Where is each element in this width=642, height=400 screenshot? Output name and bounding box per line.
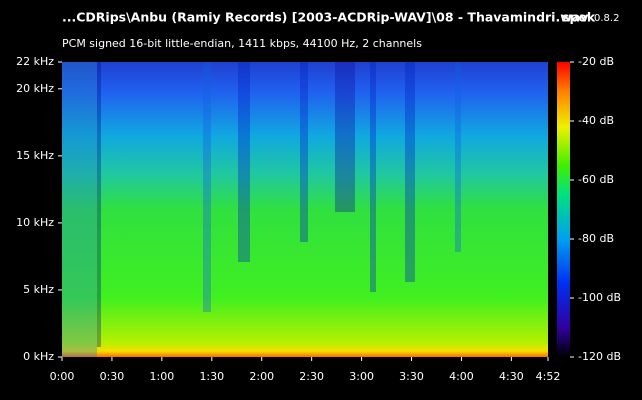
x-tick-label: 2:00 — [249, 370, 274, 383]
x-tick-label: 4:30 — [499, 370, 524, 383]
y-tick-label: 10 kHz — [16, 216, 54, 229]
y-tick-label: 15 kHz — [16, 149, 54, 162]
x-tick-label: 1:00 — [150, 370, 175, 383]
subtitle: PCM signed 16-bit little-endian, 1411 kb… — [62, 37, 422, 50]
x-tick-label: 4:52 — [536, 370, 561, 383]
x-tick-label: 4:00 — [449, 370, 474, 383]
x-tick-label: 3:00 — [349, 370, 374, 383]
x-tick-label: 0:30 — [100, 370, 125, 383]
y-tick-label: 5 kHz — [23, 283, 54, 296]
color-tick-label: -20 dB — [578, 55, 614, 68]
file-title: ...CDRips\Anbu (Ramiy Records) [2003-ACD… — [62, 10, 588, 25]
x-tick-label: 0:00 — [50, 370, 75, 383]
app-name: spek — [562, 10, 596, 25]
color-tick-label: -40 dB — [578, 114, 614, 127]
y-tick-label: 22 kHz — [16, 55, 54, 68]
x-tick-label: 2:30 — [299, 370, 324, 383]
y-tick-label: 20 kHz — [16, 82, 54, 95]
spectrogram-texture — [62, 62, 461, 357]
color-tick-label: -100 dB — [578, 291, 621, 304]
y-tick-label: 0 kHz — [23, 350, 54, 363]
spectrogram — [62, 62, 548, 357]
color-tick-label: -60 dB — [578, 173, 614, 186]
color-bar — [557, 62, 570, 357]
app-version: 0.8.2 — [594, 13, 619, 24]
color-tick-label: -80 dB — [578, 232, 614, 245]
x-tick-label: 3:30 — [399, 370, 424, 383]
x-tick-label: 1:30 — [199, 370, 224, 383]
color-tick-label: -120 dB — [578, 350, 621, 363]
